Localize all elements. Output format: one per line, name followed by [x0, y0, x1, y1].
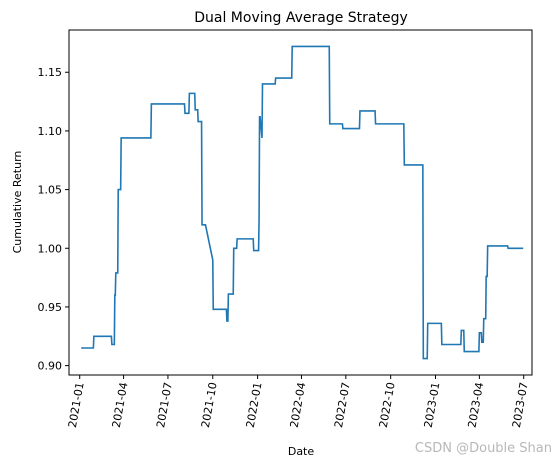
cumulative-return-line: [81, 45, 524, 360]
y-tick-label: 0.90: [38, 360, 63, 373]
x-tick-label: 2021-01: [66, 381, 87, 429]
x-tick-label: 2022-10: [377, 381, 398, 429]
x-tick-label: 2023-01: [422, 381, 443, 429]
y-tick-label: 1.10: [38, 125, 63, 138]
plot-area: [68, 29, 533, 376]
y-tick-label: 1.05: [38, 184, 63, 197]
y-axis-label: Cumulative Return: [11, 151, 24, 254]
x-axis-label: Date: [288, 445, 315, 458]
y-tick-label: 1.00: [38, 242, 63, 255]
chart-title: Dual Moving Average Strategy: [194, 10, 408, 26]
x-tick-label: 2022-07: [332, 381, 353, 429]
y-tick-label: 0.95: [38, 301, 63, 314]
watermark: CSDN @Double Shan: [415, 441, 552, 456]
y-axis: 0.90 0.95 1.00 1.05 1.10 1.15: [38, 66, 69, 373]
x-tick-label: 2023-04: [466, 381, 487, 429]
x-axis: 2021-01 2021-04 2021-07 2021-10 2022-01 2022-…: [66, 375, 531, 429]
x-tick-label: 2022-01: [244, 381, 265, 429]
x-tick-label: 2022-04: [288, 381, 309, 429]
x-tick-label: 2023-07: [510, 381, 531, 429]
y-tick-label: 1.15: [38, 66, 63, 79]
x-tick-label: 2021-10: [199, 381, 220, 429]
x-tick-label: 2021-07: [154, 381, 175, 429]
x-tick-label: 2021-04: [110, 381, 131, 429]
